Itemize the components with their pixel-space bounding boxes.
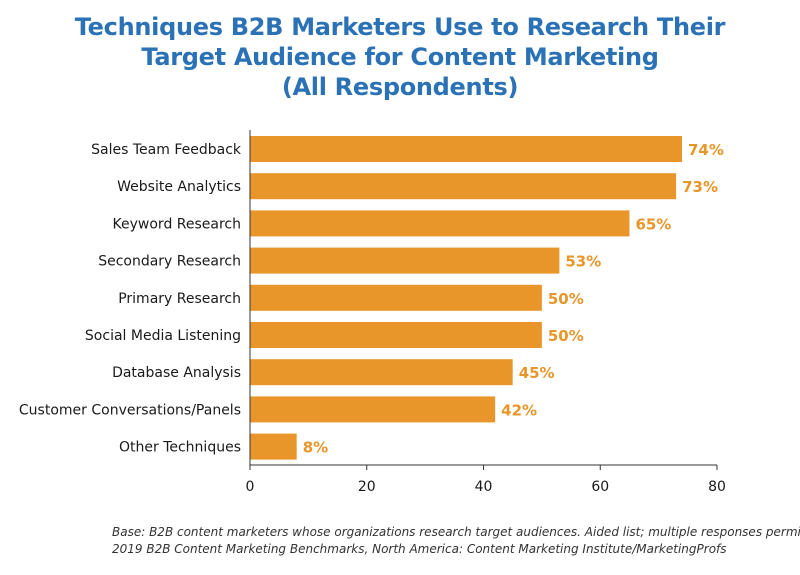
value-label: 50% bbox=[548, 290, 584, 308]
bars-layer: Sales Team Feedback 74% Website Analytics 7… bbox=[19, 136, 724, 460]
x-tick-label: 20 bbox=[358, 479, 376, 495]
chart-title: Techniques B2B Marketers Use to Research… bbox=[0, 12, 800, 102]
axis-layer: 0 20 40 60 80 bbox=[246, 130, 726, 495]
category-label: Database Analysis bbox=[112, 365, 241, 381]
x-tick-label: 0 bbox=[246, 479, 255, 495]
value-label: 50% bbox=[548, 327, 584, 345]
category-label: Primary Research bbox=[118, 291, 241, 307]
bar bbox=[250, 396, 496, 423]
bar bbox=[250, 359, 513, 386]
category-label: Customer Conversations/Panels bbox=[19, 402, 241, 418]
category-label: Secondary Research bbox=[98, 254, 241, 270]
footnote: Base: B2B content marketers whose organi… bbox=[112, 524, 800, 558]
chart-title-line-3: (All Respondents) bbox=[281, 73, 519, 101]
category-label: Keyword Research bbox=[113, 216, 241, 232]
value-label: 73% bbox=[682, 178, 718, 196]
bar bbox=[250, 210, 630, 237]
bar bbox=[250, 284, 542, 311]
value-label: 45% bbox=[519, 364, 555, 382]
category-label: Website Analytics bbox=[117, 179, 241, 195]
x-tick-label: 40 bbox=[475, 479, 493, 495]
x-tick-label: 80 bbox=[708, 479, 726, 495]
bar bbox=[250, 322, 542, 348]
footnote-source: 2019 B2B Content Marketing Benchmarks, N… bbox=[112, 542, 727, 556]
value-label: 65% bbox=[635, 215, 671, 233]
bar bbox=[250, 173, 677, 200]
value-label: 53% bbox=[565, 253, 601, 271]
chart-title-line-1: Techniques B2B Marketers Use to Research… bbox=[74, 13, 726, 41]
bar bbox=[250, 247, 560, 274]
footnote-base: Base: B2B content marketers whose organi… bbox=[112, 525, 800, 539]
value-label: 8% bbox=[303, 439, 328, 457]
chart-title-line-2: Target Audience for Content Marketing bbox=[141, 43, 659, 71]
bar bbox=[250, 136, 682, 162]
category-label: Sales Team Feedback bbox=[91, 142, 242, 158]
value-label: 42% bbox=[501, 401, 537, 419]
category-label: Social Media Listening bbox=[85, 328, 241, 344]
x-tick-label: 60 bbox=[591, 479, 609, 495]
category-label: Other Techniques bbox=[119, 440, 241, 456]
value-label: 74% bbox=[688, 141, 724, 159]
bar bbox=[250, 433, 297, 460]
